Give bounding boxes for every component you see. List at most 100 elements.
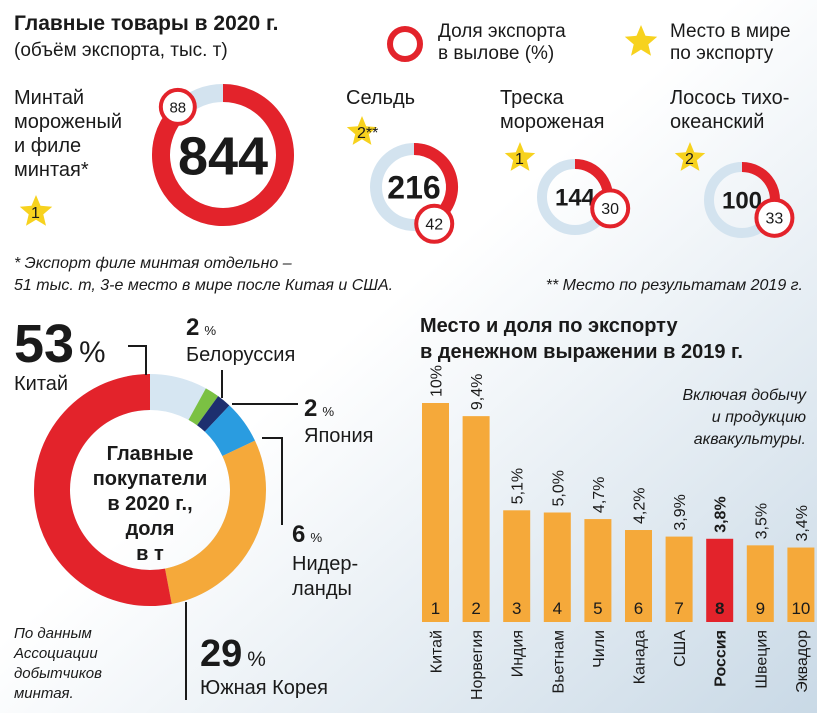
unit: % [204, 323, 216, 338]
category-label: Швеция [753, 630, 770, 689]
share-label: 33 [766, 211, 784, 228]
export-volume: 144 [555, 185, 596, 212]
category-label: Норвегия [469, 630, 486, 700]
share-badge [590, 188, 631, 229]
unit: % [79, 336, 105, 369]
source-note: добытчиков [14, 665, 102, 682]
rank-star [19, 195, 53, 226]
unit: % [322, 404, 334, 419]
rank-label: 8 [715, 599, 724, 618]
donut-center-label: покупатели [93, 468, 208, 490]
source-note: По данным [14, 625, 92, 642]
rank-label: 6 [634, 599, 643, 618]
rank-label: 2** [357, 125, 378, 142]
rank-label: 1 [31, 205, 40, 222]
donut-segment [196, 396, 230, 432]
buyer-name: Китай [14, 373, 68, 395]
value-label: 5,0% [550, 470, 567, 506]
share-value: 2 [304, 395, 317, 422]
product-name: Минтай [14, 87, 84, 109]
product-name: Сельдь [346, 87, 415, 109]
rank-label: 5 [593, 599, 602, 618]
bar-title: Место и доля по экспорту [420, 315, 678, 337]
title: (объём экспорта, тыс. т) [14, 40, 228, 61]
product-name: и филе [14, 135, 81, 157]
rank-label: 9 [756, 599, 765, 618]
legend-star [624, 25, 658, 56]
rank-label: 1 [431, 599, 440, 618]
bar-note: и продукцию [712, 409, 806, 426]
footnote: 51 тыс. т, 3-е место в мире после Китая … [14, 277, 393, 294]
source-note: Ассоциации [13, 645, 98, 662]
share-badge [158, 87, 197, 126]
category-label: Россия [713, 630, 730, 687]
legend-text: по экспорту [670, 43, 774, 64]
bar [625, 530, 652, 622]
bar-note: аквакультуры. [694, 431, 806, 448]
share-value: 29% [200, 633, 266, 675]
legend-text: в вылове (%) [438, 43, 554, 64]
category-label: Вьетнам [550, 630, 567, 693]
product-name: минтая* [14, 159, 89, 181]
value-label: 10% [429, 365, 446, 397]
legend-text: Доля экспорта [438, 21, 566, 42]
export-volume: 100 [722, 188, 762, 215]
share-value: 53% [14, 314, 105, 374]
buyer-name: Южная Корея [200, 677, 328, 699]
share-value: 2% [186, 314, 216, 341]
share-arc [152, 84, 294, 226]
footnote: * Экспорт филе минтая отдельно – [14, 255, 292, 272]
bar [462, 416, 490, 622]
leader-line [262, 437, 283, 525]
donut-segment [34, 374, 172, 606]
buyer-name: Белоруссия [186, 344, 295, 366]
donut-center-label: в 2020 г., [107, 493, 192, 515]
title: Главные товары в 2020 г. [14, 12, 278, 35]
donut-segment [204, 405, 255, 457]
source-note: минтая. [14, 685, 74, 702]
bar [543, 512, 571, 622]
donut-center-label: в т [136, 543, 164, 565]
bar [584, 519, 612, 622]
share-value: 6% [292, 521, 322, 548]
buyer-name: ланды [292, 578, 352, 600]
value-label: 9,4% [469, 374, 486, 410]
bar [787, 547, 815, 622]
bar [665, 536, 693, 622]
rank-star [504, 142, 536, 171]
share-value: 29 [200, 633, 242, 675]
share-value: 2 [186, 314, 199, 341]
leader-line [128, 345, 147, 375]
value-label: 4,2% [632, 488, 649, 524]
bar-title: в денежном выражении в 2019 г. [420, 341, 743, 363]
donut-segment [188, 388, 219, 426]
value-label: 3,5% [753, 503, 770, 539]
export-volume: 216 [387, 170, 440, 206]
donut-segment [164, 440, 266, 604]
category-label: США [672, 630, 689, 667]
value-label: 3,8% [713, 496, 730, 532]
rank-star [346, 116, 378, 145]
share-badge [754, 197, 795, 238]
rank-label: 2 [471, 599, 480, 618]
donut-center-label: Главные [107, 443, 194, 465]
category-label: Китай [429, 630, 446, 673]
legend-text: Место в мире [670, 21, 791, 42]
product-name: мороженая [500, 111, 604, 133]
export-volume: 844 [178, 126, 268, 186]
rank-label: 2 [685, 151, 694, 168]
share-badge [414, 203, 455, 244]
legend-ring [387, 26, 423, 62]
category-label: Канада [632, 630, 649, 684]
rank-label: 10 [791, 599, 810, 618]
bar-note: Включая добычу [682, 387, 807, 404]
share-value: 6 [292, 521, 305, 548]
product-name: мороженый [14, 111, 122, 133]
share-value: 2% [304, 395, 334, 422]
buyer-name: Япония [304, 425, 373, 447]
share-label: 30 [601, 201, 619, 218]
value-label: 3,9% [672, 494, 689, 530]
buyer-name: Нидер- [292, 553, 358, 575]
